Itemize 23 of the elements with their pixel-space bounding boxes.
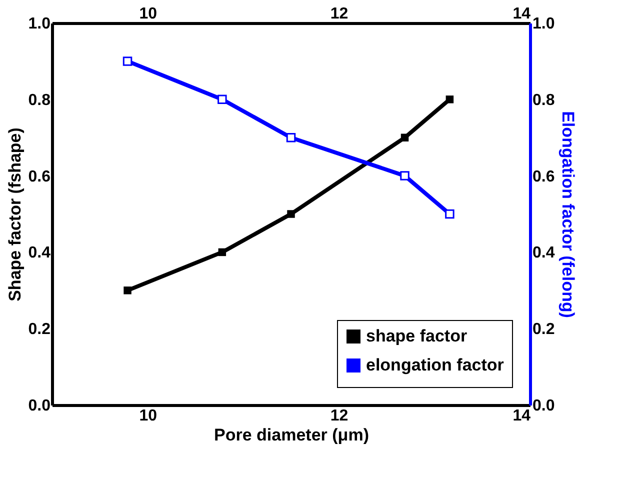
y2-tick-label: 1.0 bbox=[532, 16, 555, 32]
x-tick-label: 12 bbox=[330, 408, 348, 424]
x2-tick-label: 10 bbox=[139, 6, 158, 22]
x-axis-title: Pore diameter (μm) bbox=[214, 426, 369, 444]
x2-tick-label: 14 bbox=[512, 6, 531, 22]
x-tick-label: 10 bbox=[139, 408, 158, 424]
y-tick-label: 0.6 bbox=[28, 168, 51, 186]
y-tick-label: 1.0 bbox=[28, 16, 51, 32]
y-tick-label: 0.0 bbox=[28, 398, 51, 414]
y-tick-label: 0.4 bbox=[28, 244, 51, 262]
y-axis-title: Shape factor (fshape) bbox=[5, 128, 24, 302]
y-tick-label: 0.2 bbox=[28, 321, 51, 338]
y2-tick-label: 0.6 bbox=[532, 168, 555, 186]
y2-tick-label: 0.2 bbox=[532, 321, 555, 338]
y2-tick-label: 0.8 bbox=[532, 92, 555, 109]
legend-label: elongation factor bbox=[366, 356, 504, 374]
y2-tick-label: 0.0 bbox=[532, 398, 555, 414]
y2-axis-title: Elongation factor (felong) bbox=[558, 111, 578, 318]
x2-tick-label: 12 bbox=[330, 6, 348, 22]
y-tick-label: 0.8 bbox=[28, 92, 51, 109]
y2-tick-label: 0.4 bbox=[532, 244, 555, 262]
x-tick-label: 14 bbox=[512, 408, 531, 424]
legend-label: shape factor bbox=[366, 326, 468, 346]
